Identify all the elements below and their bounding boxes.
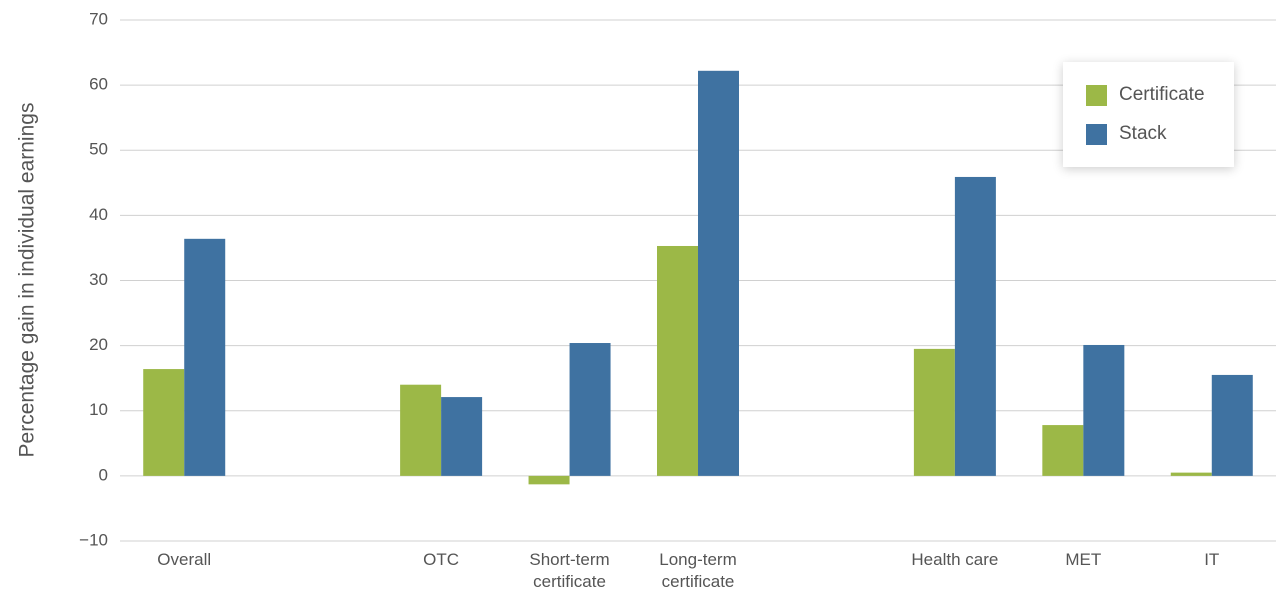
y-tick-label: 50 bbox=[89, 140, 108, 159]
legend-swatch bbox=[1086, 123, 1107, 145]
bar bbox=[954, 176, 996, 476]
x-tick-label: Health care bbox=[911, 550, 999, 569]
x-tick-label: OTC bbox=[423, 550, 460, 569]
legend: Certificate Stack bbox=[1063, 62, 1234, 167]
bar bbox=[528, 475, 570, 485]
x-tick-label: MET bbox=[1065, 550, 1102, 569]
bar bbox=[569, 343, 611, 476]
legend-swatch bbox=[1086, 84, 1107, 106]
bar bbox=[1083, 344, 1125, 476]
bar bbox=[1170, 472, 1212, 476]
y-tick-label: 30 bbox=[89, 270, 108, 289]
bar bbox=[657, 245, 698, 476]
legend-item: Certificate bbox=[1086, 84, 1205, 106]
legend-item: Stack bbox=[1086, 123, 1167, 145]
x-tick-label: Long-term certificate bbox=[659, 550, 737, 591]
y-tick-label: 70 bbox=[89, 9, 108, 28]
y-tick-label: 20 bbox=[89, 335, 108, 354]
x-tick-label: Short-term certificate bbox=[529, 550, 610, 591]
legend-label: Stack bbox=[1119, 123, 1167, 144]
bar bbox=[400, 384, 442, 476]
bar bbox=[913, 348, 955, 476]
y-tick-label: 60 bbox=[89, 75, 108, 94]
bar bbox=[143, 369, 185, 476]
x-tick-label: IT bbox=[1204, 550, 1220, 569]
x-tick-label: Overall bbox=[157, 550, 212, 569]
y-tick-label: −10 bbox=[79, 530, 108, 549]
bar bbox=[441, 397, 483, 476]
bar bbox=[1211, 374, 1253, 476]
legend-label: Certificate bbox=[1119, 84, 1205, 105]
y-tick-label: 0 bbox=[99, 465, 108, 484]
bar bbox=[698, 70, 739, 476]
y-axis-label: Percentage gain in individual earnings bbox=[16, 103, 39, 458]
bar bbox=[1042, 425, 1084, 476]
bar bbox=[184, 238, 226, 476]
y-tick-label: 10 bbox=[89, 400, 108, 419]
y-tick-label: 40 bbox=[89, 205, 108, 224]
